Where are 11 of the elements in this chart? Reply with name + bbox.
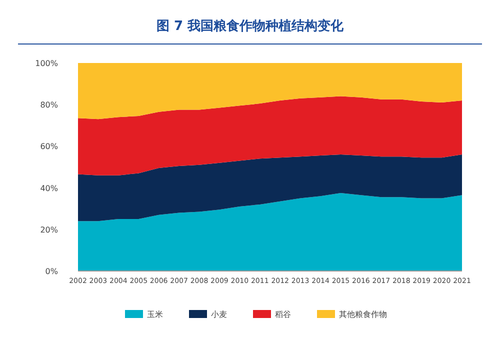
y-tick-label: 20% — [40, 225, 58, 234]
y-tick-label: 80% — [40, 100, 58, 110]
y-tick-label: 100% — [35, 59, 58, 68]
legend-label: 其他粮食作物 — [339, 310, 387, 319]
legend-label: 小麦 — [211, 310, 227, 319]
legend-label: 稻谷 — [275, 310, 291, 319]
legend-label: 玉米 — [147, 310, 163, 319]
y-tick-label: 60% — [40, 142, 58, 152]
y-tick-label: 0% — [45, 267, 58, 276]
chart-title: 图 7 我国粮食作物种植结构变化 — [156, 18, 345, 34]
y-tick-label: 40% — [40, 184, 58, 193]
